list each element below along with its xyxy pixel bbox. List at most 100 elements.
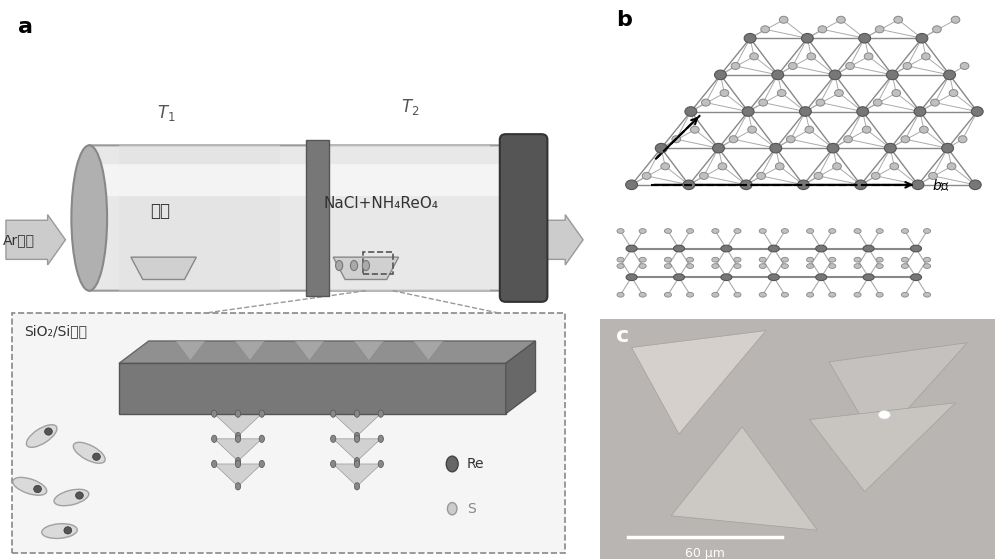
Polygon shape (354, 341, 384, 361)
Ellipse shape (772, 70, 784, 80)
Ellipse shape (690, 126, 699, 133)
Ellipse shape (947, 163, 956, 170)
Ellipse shape (378, 410, 383, 417)
Polygon shape (176, 341, 205, 361)
Ellipse shape (910, 274, 922, 281)
FancyArrow shape (530, 215, 583, 265)
Ellipse shape (901, 136, 910, 143)
Ellipse shape (354, 433, 360, 439)
Ellipse shape (801, 34, 813, 43)
Ellipse shape (331, 435, 336, 443)
Ellipse shape (664, 257, 671, 262)
Ellipse shape (949, 89, 958, 97)
FancyBboxPatch shape (12, 313, 565, 553)
FancyBboxPatch shape (119, 145, 280, 291)
Ellipse shape (661, 163, 670, 170)
Text: c: c (616, 326, 629, 346)
Ellipse shape (26, 425, 57, 447)
Ellipse shape (944, 70, 956, 80)
Ellipse shape (759, 229, 766, 234)
Ellipse shape (362, 260, 369, 271)
Text: 硫粉: 硫粉 (151, 202, 171, 220)
Polygon shape (632, 331, 766, 434)
Ellipse shape (894, 16, 903, 23)
Polygon shape (829, 343, 967, 444)
Ellipse shape (969, 180, 981, 190)
Ellipse shape (731, 63, 740, 69)
FancyBboxPatch shape (89, 145, 541, 291)
Ellipse shape (892, 89, 901, 97)
Ellipse shape (781, 257, 788, 262)
Ellipse shape (734, 257, 741, 262)
Ellipse shape (664, 264, 671, 268)
Ellipse shape (768, 274, 779, 281)
Polygon shape (333, 439, 381, 461)
Ellipse shape (617, 257, 624, 262)
Ellipse shape (734, 292, 741, 297)
Ellipse shape (734, 264, 741, 268)
Ellipse shape (712, 292, 719, 297)
Ellipse shape (890, 163, 899, 170)
Ellipse shape (901, 292, 908, 297)
Ellipse shape (734, 229, 741, 234)
Ellipse shape (715, 70, 726, 80)
Ellipse shape (378, 461, 383, 467)
Ellipse shape (447, 503, 457, 515)
Text: a: a (18, 17, 33, 37)
Ellipse shape (876, 257, 883, 262)
Text: b: b (616, 10, 632, 30)
Ellipse shape (871, 172, 880, 179)
Ellipse shape (884, 144, 896, 153)
Ellipse shape (71, 145, 107, 291)
Ellipse shape (916, 34, 928, 43)
Ellipse shape (781, 264, 788, 268)
Text: Re: Re (467, 457, 485, 471)
Ellipse shape (235, 410, 241, 417)
Ellipse shape (740, 180, 752, 190)
Ellipse shape (617, 292, 624, 297)
Ellipse shape (673, 274, 685, 281)
Ellipse shape (13, 477, 47, 495)
Ellipse shape (829, 229, 836, 234)
Ellipse shape (835, 89, 843, 97)
Polygon shape (119, 363, 506, 414)
Text: Ar载气: Ar载气 (3, 233, 35, 247)
Ellipse shape (212, 410, 217, 417)
Ellipse shape (768, 245, 779, 252)
FancyArrow shape (6, 215, 65, 265)
Text: $b$轴: $b$轴 (932, 177, 950, 193)
Ellipse shape (876, 229, 883, 234)
Ellipse shape (759, 264, 766, 268)
FancyBboxPatch shape (329, 145, 490, 291)
Ellipse shape (775, 163, 784, 170)
Ellipse shape (93, 453, 100, 461)
Ellipse shape (664, 229, 671, 234)
Ellipse shape (34, 485, 41, 492)
Ellipse shape (655, 144, 667, 153)
Polygon shape (506, 341, 536, 414)
Ellipse shape (235, 461, 241, 467)
Ellipse shape (924, 292, 931, 297)
Ellipse shape (878, 410, 890, 419)
Text: $T_1$: $T_1$ (157, 103, 176, 123)
Ellipse shape (910, 245, 922, 252)
Ellipse shape (829, 70, 841, 80)
Ellipse shape (816, 274, 827, 281)
Ellipse shape (859, 34, 871, 43)
Ellipse shape (876, 264, 883, 268)
Ellipse shape (617, 229, 624, 234)
Ellipse shape (712, 229, 719, 234)
Ellipse shape (354, 482, 360, 490)
Ellipse shape (886, 70, 898, 80)
Ellipse shape (639, 264, 646, 268)
Ellipse shape (761, 26, 769, 33)
Ellipse shape (816, 99, 825, 106)
Ellipse shape (748, 126, 756, 133)
Ellipse shape (914, 107, 926, 116)
Ellipse shape (807, 229, 814, 234)
Ellipse shape (873, 99, 882, 106)
Ellipse shape (854, 257, 861, 262)
Ellipse shape (920, 126, 928, 133)
Ellipse shape (331, 461, 336, 467)
Bar (363, 252, 393, 274)
